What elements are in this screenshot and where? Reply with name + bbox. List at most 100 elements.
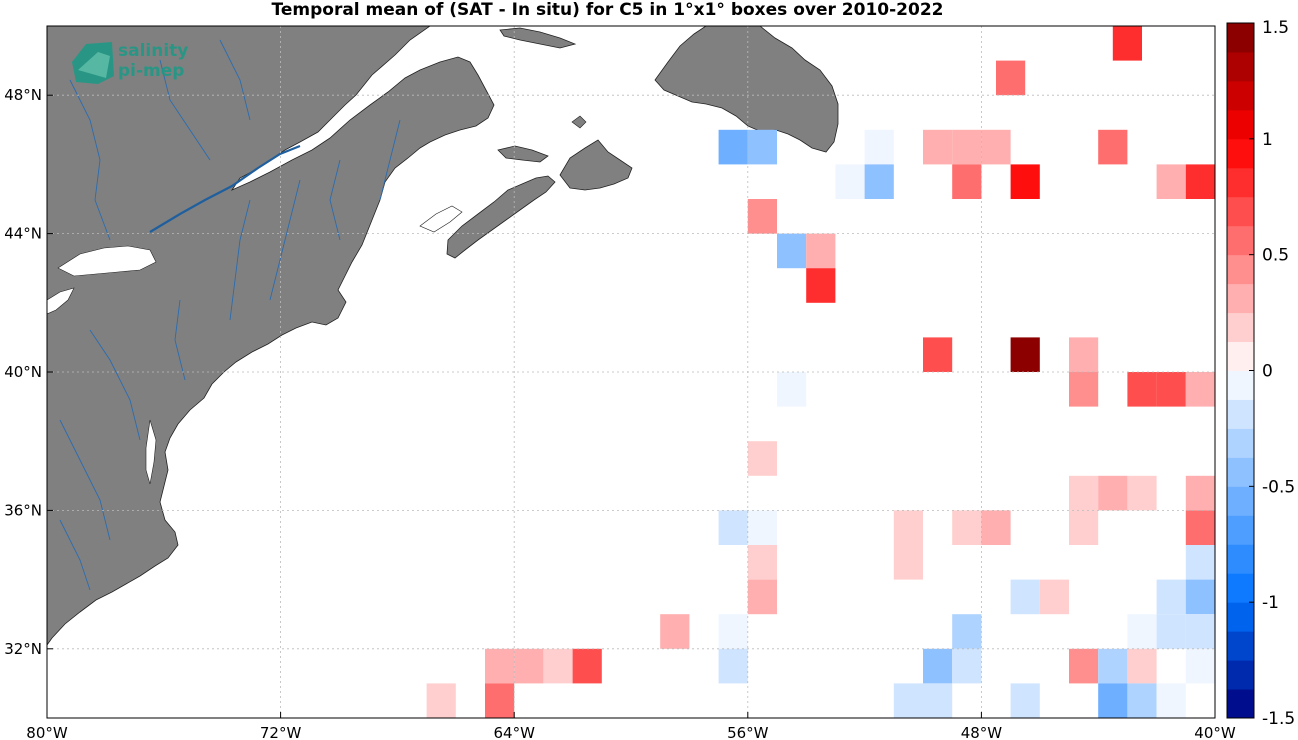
anomaly-cell — [1185, 579, 1215, 615]
anomaly-cell — [1127, 648, 1157, 684]
anomaly-cell — [1185, 164, 1215, 199]
colorbar-ticks: 1.5 1 0.5 0 -0.5 -1 -1.5 — [1249, 18, 1295, 729]
anomaly-cell — [1185, 372, 1215, 407]
anomaly-cell — [1127, 614, 1157, 649]
anomaly-cell — [514, 648, 544, 684]
colorbar-tick-label: 1 — [1262, 130, 1273, 150]
anomaly-cell — [952, 129, 982, 165]
lake-ontario — [57, 245, 157, 277]
rivers-layer — [59, 39, 401, 591]
anomaly-cell — [747, 129, 777, 165]
anomaly-cell — [1185, 545, 1215, 580]
anomaly-cell — [747, 199, 777, 234]
anomaly-cell — [1069, 648, 1099, 684]
anomaly-cell — [923, 337, 953, 372]
anomaly-cell — [1156, 579, 1186, 615]
logo-mark-icon — [78, 52, 110, 78]
land-nova-scotia — [446, 175, 556, 259]
anomaly-cell — [1010, 337, 1040, 372]
anomaly-cell — [1098, 129, 1128, 165]
colorbar-tick-label: 0 — [1262, 362, 1273, 382]
colorbar-swatch — [1227, 167, 1254, 198]
logo-line-2: pi-mep — [118, 61, 184, 81]
colorbar-swatch — [1227, 196, 1254, 227]
anomaly-cell — [952, 164, 982, 199]
anomaly-cell — [864, 164, 894, 199]
anomaly-cell — [1069, 510, 1099, 545]
anomaly-cell — [893, 510, 923, 545]
colorbar-swatch — [1227, 544, 1254, 574]
graticule — [47, 26, 1215, 718]
colorbar-swatch — [1227, 23, 1254, 53]
lake-erie — [47, 287, 75, 315]
anomaly-cell — [952, 510, 982, 545]
anomaly-cell — [1010, 164, 1040, 199]
colorbar-swatch — [1227, 138, 1254, 169]
colorbar-swatch — [1227, 341, 1254, 371]
anomaly-cell — [981, 510, 1011, 545]
colorbar-swatch — [1227, 399, 1254, 429]
land-newfoundland — [654, 26, 839, 153]
anomaly-cell — [1010, 579, 1040, 615]
colorbar-swatch — [1227, 660, 1254, 690]
colorbar-swatch — [1227, 602, 1254, 632]
anomaly-cell — [747, 545, 777, 580]
colorbar-swatch — [1227, 573, 1254, 603]
anomaly-cell — [1098, 475, 1128, 511]
river-line — [379, 119, 401, 201]
anomaly-cell — [1185, 475, 1215, 511]
y-tick-label: 32°N — [4, 640, 42, 658]
river-line — [219, 39, 251, 121]
salinity-pimep-logo: salinity pi-mep — [72, 41, 188, 84]
anomaly-cell — [747, 441, 777, 476]
anomaly-cell — [1185, 648, 1215, 684]
river-line — [89, 329, 141, 441]
colorbar-swatch — [1227, 428, 1254, 458]
y-tick-label: 44°N — [4, 225, 42, 243]
anomaly-cell — [572, 648, 602, 684]
colorbar — [1227, 23, 1254, 719]
colorbar-tick-label: 0.5 — [1262, 246, 1289, 266]
anomaly-cell — [923, 648, 953, 684]
anomaly-cell — [1112, 26, 1142, 61]
anomaly-cell — [718, 510, 748, 545]
anomaly-cell — [952, 648, 982, 684]
anomaly-cell — [1098, 683, 1128, 718]
colorbar-swatch — [1227, 515, 1254, 545]
x-tick-label: 40°W — [1194, 724, 1236, 740]
anomaly-cell — [981, 129, 1011, 165]
x-tick-label: 80°W — [26, 724, 68, 740]
anomaly-cell — [426, 683, 456, 718]
anomaly-cell — [777, 372, 807, 407]
anomaly-cell — [1156, 683, 1186, 718]
x-tick-label: 72°W — [260, 724, 302, 740]
colorbar-swatch — [1227, 254, 1254, 285]
land-layer — [47, 26, 839, 646]
river-line — [159, 59, 211, 161]
anomaly-cell — [747, 579, 777, 615]
colorbar-swatch — [1227, 80, 1254, 111]
anomaly-cell — [747, 510, 777, 545]
anomaly-cell — [718, 614, 748, 649]
colorbar-swatch — [1227, 225, 1254, 256]
colorbar-swatch — [1227, 283, 1254, 314]
anomaly-cell — [893, 683, 923, 718]
anomaly-cell — [543, 648, 573, 684]
y-tick-label: 40°N — [4, 363, 42, 381]
anomaly-cell — [1069, 372, 1099, 407]
bay-of-fundy — [419, 205, 463, 233]
anomaly-cell — [996, 60, 1026, 96]
river-line — [174, 299, 186, 381]
colorbar-tick-label: 1.5 — [1262, 18, 1289, 38]
anomaly-cell — [1039, 579, 1069, 615]
anomaly-cell — [835, 164, 865, 199]
anomaly-cell — [1156, 164, 1186, 199]
anomaly-cell — [1127, 372, 1157, 407]
logo-line-1: salinity — [118, 41, 188, 61]
anomaly-cell — [923, 129, 953, 165]
latitude-ticks: 48°N 44°N 40°N 36°N 32°N — [4, 86, 53, 658]
anomaly-cell — [1185, 510, 1215, 545]
colorbar-swatch — [1227, 109, 1254, 140]
anomaly-cell — [777, 233, 807, 269]
land-cape-breton — [559, 139, 633, 191]
